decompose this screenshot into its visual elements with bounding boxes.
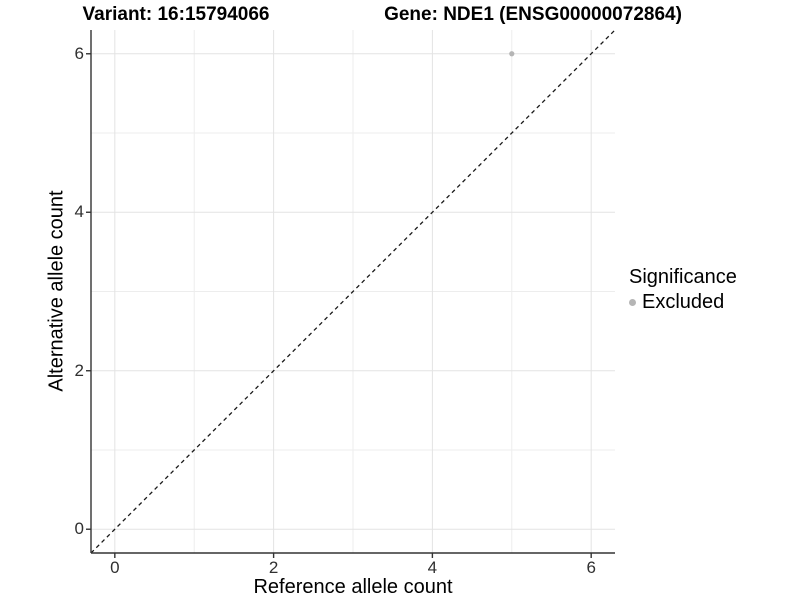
x-tick-label: 0 — [110, 558, 120, 577]
legend-title: Significance — [629, 266, 737, 288]
legend: Significance Excluded — [629, 266, 737, 314]
y-axis-title: Alternative allele count — [45, 190, 68, 392]
y-tick-label: 4 — [74, 202, 84, 222]
legend-item-excluded: Excluded — [629, 291, 737, 314]
x-tick-label: 6 — [586, 558, 596, 577]
y-tick-label: 6 — [74, 43, 84, 63]
x-tick-label: 4 — [427, 558, 438, 577]
y-tick-label: 2 — [74, 360, 84, 380]
data-point-excluded — [509, 51, 515, 57]
plot-title-gene: Gene: NDE1 (ENSG00000072864) — [384, 4, 682, 25]
legend-item-label: Excluded — [642, 291, 725, 313]
x-axis-title: Reference allele count — [253, 576, 453, 598]
plot-title-variant: Variant: 16:15794066 — [82, 4, 270, 25]
x-tick-label: 2 — [268, 558, 279, 577]
y-tick-label: 0 — [74, 519, 84, 539]
identity-line — [90, 29, 616, 554]
legend-point-icon — [629, 299, 636, 306]
